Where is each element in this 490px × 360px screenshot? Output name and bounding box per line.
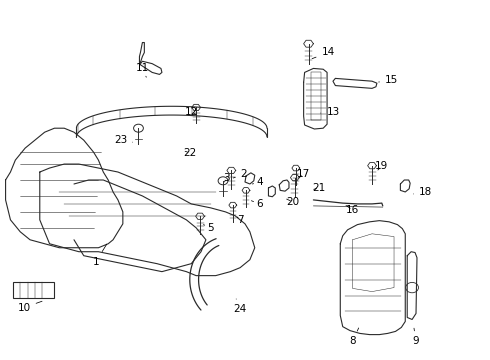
- Text: 17: 17: [297, 169, 310, 179]
- Text: 14: 14: [312, 48, 335, 59]
- Bar: [13, 282, 54, 298]
- Text: 11: 11: [136, 63, 149, 77]
- Text: 24: 24: [234, 299, 247, 315]
- Text: 3: 3: [223, 173, 230, 183]
- Text: 15: 15: [379, 75, 398, 85]
- Text: 19: 19: [375, 161, 389, 171]
- Text: 5: 5: [203, 223, 214, 233]
- Text: 22: 22: [184, 148, 197, 158]
- Text: 23: 23: [114, 135, 133, 145]
- Text: 1: 1: [93, 244, 107, 267]
- Text: 9: 9: [413, 328, 419, 346]
- Text: 16: 16: [346, 205, 359, 215]
- Text: 13: 13: [321, 107, 340, 117]
- Text: 10: 10: [18, 301, 42, 312]
- Text: 8: 8: [349, 328, 359, 346]
- Text: 7: 7: [237, 215, 244, 225]
- Text: 12: 12: [185, 107, 198, 117]
- Text: 6: 6: [251, 199, 263, 209]
- Text: 2: 2: [233, 169, 247, 179]
- Text: 20: 20: [286, 197, 299, 207]
- Text: 21: 21: [313, 183, 326, 193]
- Text: 18: 18: [414, 187, 432, 197]
- Text: 4: 4: [252, 177, 263, 187]
